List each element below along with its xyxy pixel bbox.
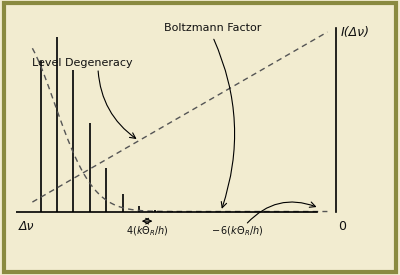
Text: $4(k\Theta_R/h)$: $4(k\Theta_R/h)$ <box>126 225 168 238</box>
Text: 0: 0 <box>338 220 346 233</box>
Text: Level Degeneracy: Level Degeneracy <box>32 58 133 68</box>
Text: Boltzmann Factor: Boltzmann Factor <box>164 23 261 33</box>
Text: $-\,6(k\Theta_R/h)$: $-\,6(k\Theta_R/h)$ <box>211 225 264 238</box>
Text: I(Δν): I(Δν) <box>340 26 370 39</box>
Text: Δν: Δν <box>19 220 35 233</box>
